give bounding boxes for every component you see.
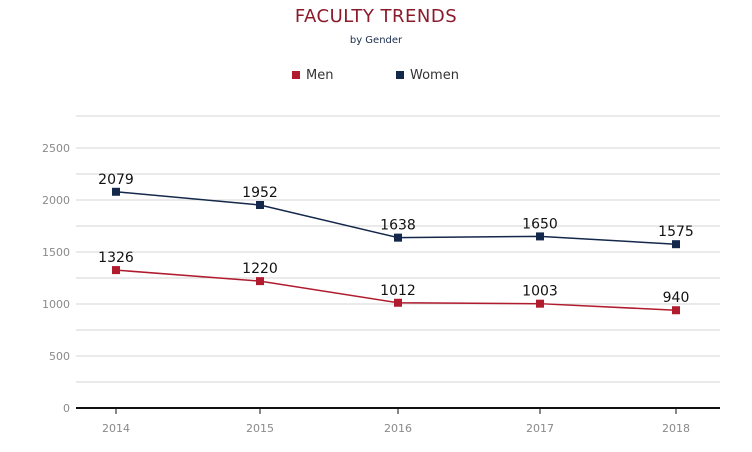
y-tick-label-500: 500 [49, 350, 70, 363]
data-label-women-2014: 2079 [98, 172, 134, 188]
marker-men-2015 [256, 277, 264, 286]
x-tick-label-2015: 2015 [246, 422, 274, 435]
chart-title: FACULTY TRENDS [294, 6, 458, 27]
data-label-women-2016: 1638 [380, 218, 416, 234]
y-tick-label-2000: 2000 [42, 194, 70, 207]
marker-men-2016 [394, 298, 402, 307]
data-label-men-2014: 1326 [98, 250, 134, 266]
x-tick-label-2016: 2016 [384, 422, 412, 435]
data-label-men-2017: 1003 [522, 284, 558, 300]
marker-women-2014 [112, 187, 120, 196]
legend-swatch-women [396, 71, 404, 79]
x-tick-label-2018: 2018 [662, 422, 690, 435]
marker-men-2018 [672, 306, 680, 315]
data-label-women-2015: 1952 [242, 185, 278, 201]
legend-swatch-men [292, 71, 300, 79]
marker-men-2014 [112, 266, 120, 275]
marker-men-2017 [536, 299, 544, 308]
data-label-women-2018: 1575 [658, 224, 694, 240]
marker-women-2015 [256, 200, 264, 209]
data-label-men-2015: 1220 [242, 261, 278, 277]
legend-label-men: Men [306, 68, 333, 83]
marker-women-2016 [394, 233, 402, 242]
legend-label-women: Women [410, 68, 459, 83]
marker-women-2018 [672, 240, 680, 249]
data-label-women-2017: 1650 [522, 216, 558, 232]
x-tick-label-2017: 2017 [526, 422, 554, 435]
y-tick-label-1500: 1500 [42, 246, 70, 259]
data-label-men-2016: 1012 [380, 283, 416, 299]
marker-women-2017 [536, 232, 544, 241]
y-tick-label-2500: 2500 [42, 142, 70, 155]
y-tick-label-0: 0 [63, 402, 70, 415]
x-tick-label-2014: 2014 [102, 422, 130, 435]
data-label-men-2018: 940 [663, 290, 690, 306]
y-tick-label-1000: 1000 [42, 298, 70, 311]
chart-subtitle: by Gender [349, 35, 403, 46]
